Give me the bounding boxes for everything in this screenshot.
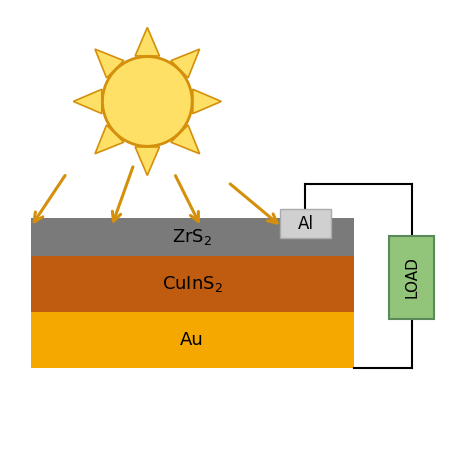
Bar bbox=[390, 236, 434, 319]
Text: CuInS$_2$: CuInS$_2$ bbox=[162, 274, 223, 294]
Circle shape bbox=[102, 57, 192, 146]
Polygon shape bbox=[171, 125, 200, 154]
Polygon shape bbox=[95, 125, 124, 154]
Bar bbox=[280, 209, 331, 238]
Bar bbox=[31, 256, 354, 312]
Polygon shape bbox=[73, 89, 102, 114]
Text: LOAD: LOAD bbox=[404, 257, 419, 298]
Text: ZrS$_2$: ZrS$_2$ bbox=[172, 227, 212, 247]
Polygon shape bbox=[135, 27, 159, 56]
Polygon shape bbox=[95, 49, 124, 78]
Polygon shape bbox=[135, 147, 159, 175]
Polygon shape bbox=[171, 49, 200, 78]
Text: Al: Al bbox=[297, 215, 313, 232]
Text: Au: Au bbox=[180, 331, 204, 349]
Polygon shape bbox=[193, 89, 221, 114]
Bar bbox=[31, 218, 354, 256]
Bar bbox=[31, 312, 354, 368]
